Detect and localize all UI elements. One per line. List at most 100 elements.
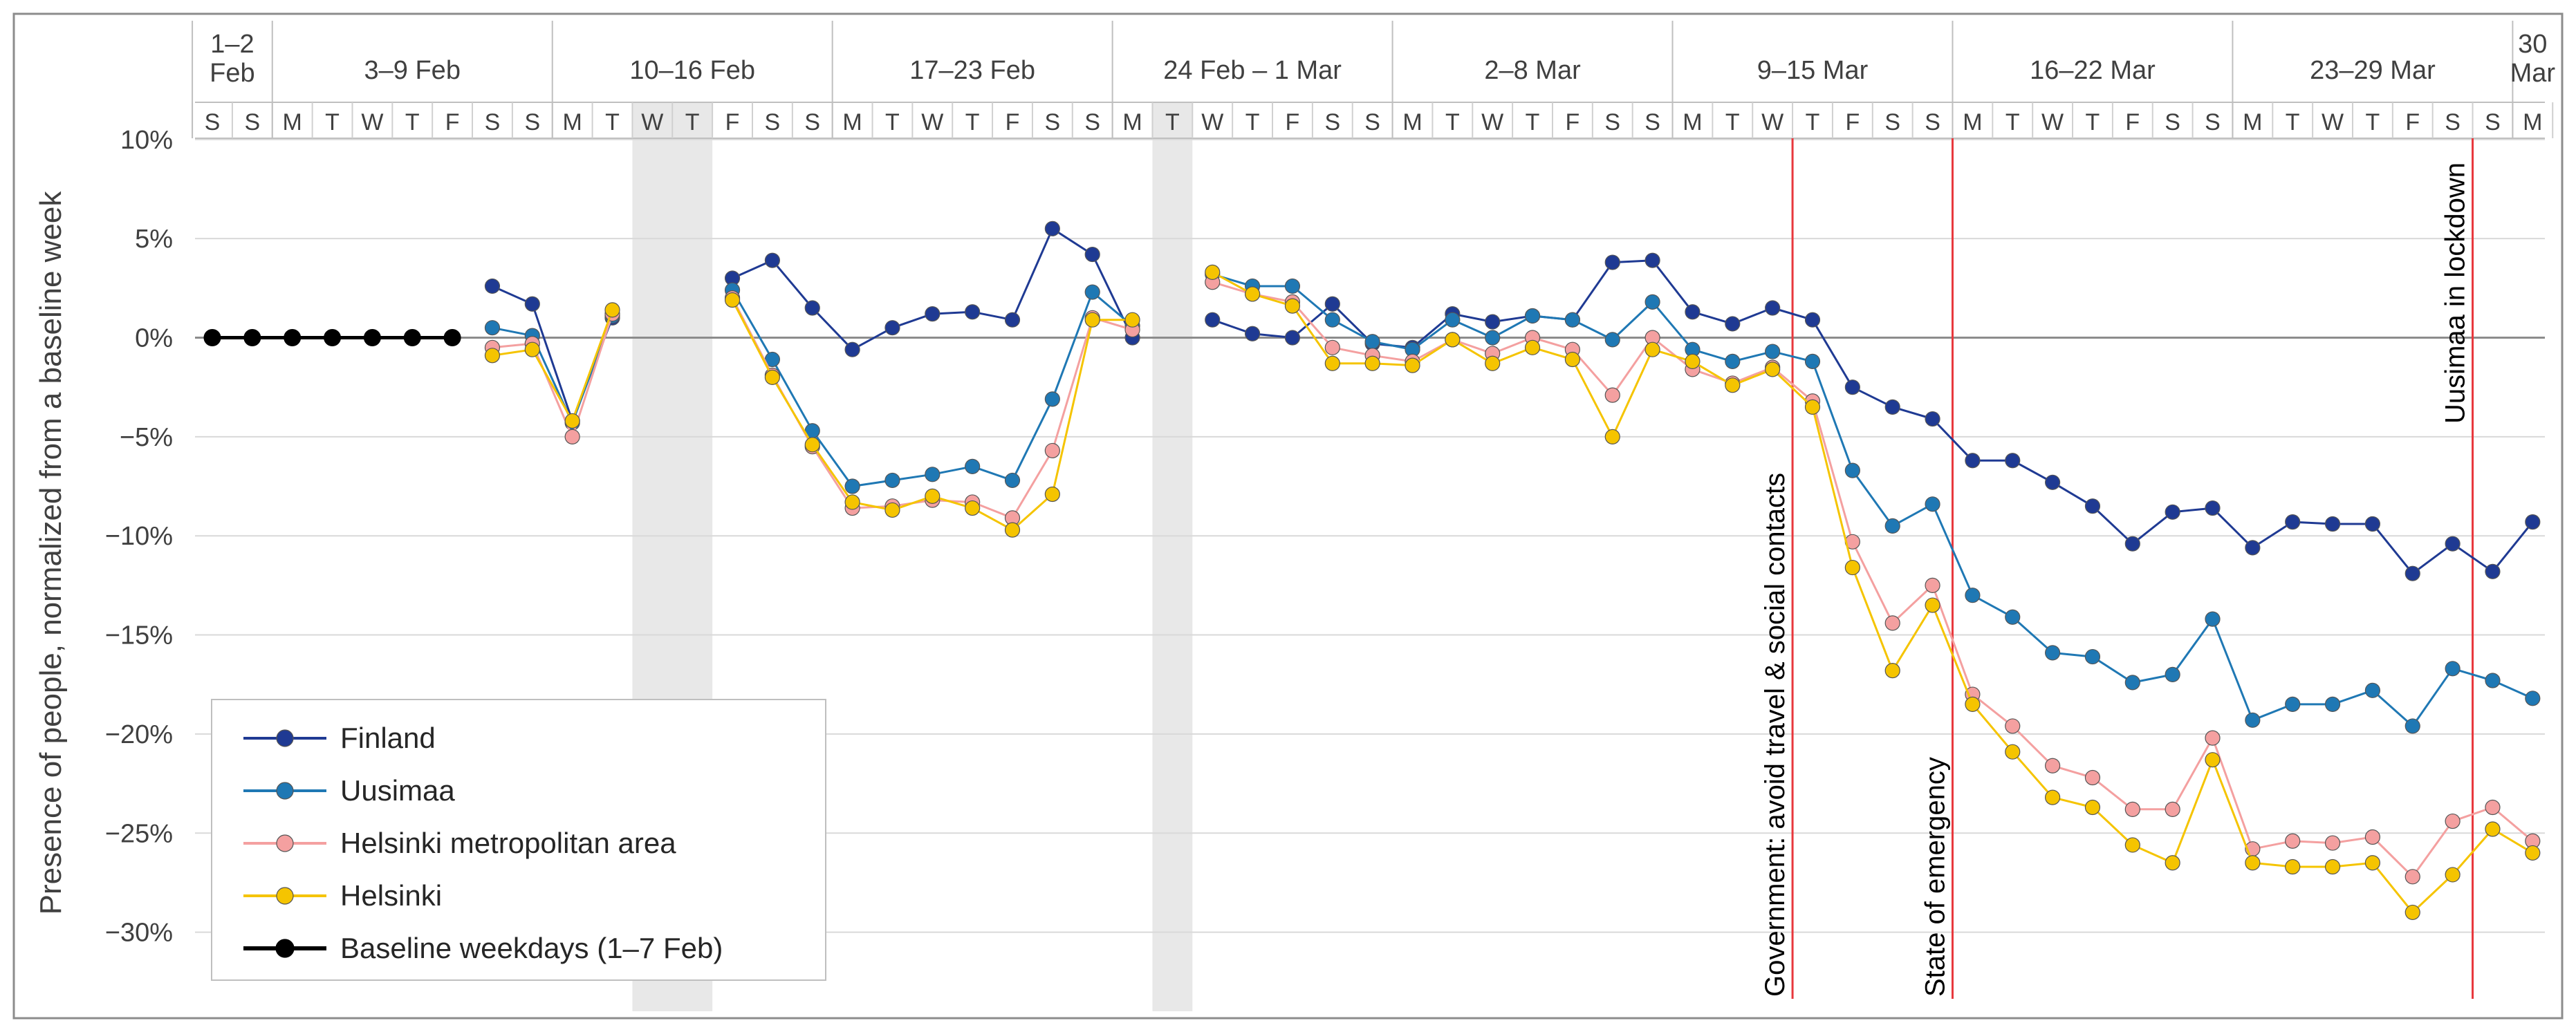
day-letter-label: S	[2165, 109, 2180, 135]
data-point	[1284, 298, 1301, 314]
day-letter-label: S	[1884, 109, 1900, 135]
data-point	[884, 320, 900, 336]
day-letter-label: T	[2366, 109, 2380, 135]
data-point	[1364, 334, 1380, 350]
day-letter-label: T	[1245, 109, 1260, 135]
series-line	[492, 309, 613, 422]
data-point	[1244, 326, 1261, 341]
day-letter-label: F	[2125, 109, 2140, 135]
data-point	[2364, 829, 2380, 845]
week-label: 23–29 Mar	[2310, 56, 2436, 85]
day-letter-label: T	[1445, 109, 1460, 135]
event-label: Uusimaa in lockdown	[2440, 162, 2471, 424]
day-letter-label: F	[1006, 109, 1020, 135]
day-letter-label: S	[524, 109, 540, 135]
day-letter-label: S	[1644, 109, 1660, 135]
data-point	[2525, 845, 2541, 861]
day-letter-label: F	[1566, 109, 1580, 135]
week-label: 30	[2518, 30, 2547, 59]
week-label: 17–23 Feb	[909, 56, 1035, 85]
data-point	[884, 502, 900, 518]
data-point	[1844, 379, 1860, 395]
data-point	[1324, 355, 1340, 371]
data-point	[2045, 789, 2061, 805]
data-point	[1965, 696, 1981, 712]
day-letter-label: M	[283, 109, 302, 135]
series-line	[492, 315, 613, 424]
data-point	[1205, 312, 1221, 328]
legend-swatch-marker	[275, 939, 295, 958]
data-point	[2084, 648, 2101, 665]
day-letter-label: T	[965, 109, 980, 135]
data-point	[1084, 246, 1100, 263]
data-point	[2005, 718, 2021, 734]
data-point	[2445, 661, 2461, 677]
data-point	[564, 413, 580, 429]
day-letter-label: F	[1286, 109, 1300, 135]
y-tick-label: 0%	[135, 324, 173, 353]
data-point	[2485, 821, 2501, 837]
data-point	[1884, 399, 1900, 415]
data-point	[2205, 611, 2221, 627]
data-point	[2404, 565, 2420, 581]
data-point	[2084, 799, 2101, 816]
data-point	[2124, 837, 2140, 853]
data-point	[2205, 500, 2221, 516]
day-letter-label: M	[2523, 109, 2542, 135]
data-point	[403, 329, 421, 346]
data-point	[2205, 752, 2221, 768]
data-point	[2485, 563, 2501, 579]
legend-swatch-marker	[276, 729, 294, 747]
day-letter-label: M	[1402, 109, 1422, 135]
data-point	[2045, 474, 2061, 490]
data-point	[1044, 442, 1060, 459]
data-point	[1044, 221, 1060, 236]
day-letter-label: T	[2005, 109, 2020, 135]
day-letter-label: T	[2086, 109, 2100, 135]
data-point	[484, 320, 501, 336]
day-letter-label: T	[1165, 109, 1180, 135]
data-point	[484, 348, 501, 364]
y-tick-label: −20%	[105, 720, 173, 749]
data-point	[1765, 300, 1781, 316]
series-line	[1212, 271, 2534, 914]
day-letter-label: S	[245, 109, 261, 135]
y-axis-title: Presence of people, normalized from a ba…	[34, 191, 68, 915]
series-group	[484, 264, 2541, 921]
legend-swatch-marker	[276, 887, 294, 905]
data-point	[2245, 712, 2261, 728]
data-point	[1405, 357, 1420, 373]
data-point	[1004, 472, 1021, 489]
day-letter-label: M	[1122, 109, 1142, 135]
day-letter-label: F	[725, 109, 740, 135]
day-letter-label: S	[1084, 109, 1100, 135]
y-tick-label: 5%	[135, 225, 173, 254]
day-letter-label: M	[562, 109, 582, 135]
day-letter-label: T	[405, 109, 420, 135]
legend-entry-label: Helsinki metropolitan area	[340, 827, 676, 859]
data-point	[243, 329, 261, 346]
missing-data-band	[1152, 102, 1193, 1011]
day-letter-label: S	[804, 109, 820, 135]
data-point	[965, 458, 981, 474]
data-point	[1445, 312, 1461, 328]
data-point	[2045, 758, 2061, 773]
day-letter-label: S	[1364, 109, 1380, 135]
series-line	[1212, 273, 2533, 727]
day-letter-label: M	[2243, 109, 2262, 135]
data-point	[1044, 391, 1060, 407]
week-label: Feb	[210, 59, 254, 88]
data-point	[965, 500, 981, 516]
data-point	[1925, 577, 1940, 593]
data-point	[1725, 316, 1741, 332]
data-point	[764, 369, 781, 385]
data-point	[2165, 504, 2180, 520]
data-point	[2005, 453, 2021, 469]
data-point	[1884, 615, 1900, 631]
data-point	[2165, 666, 2180, 682]
data-point	[925, 488, 940, 504]
data-point	[1004, 312, 1021, 328]
data-point	[1725, 353, 1741, 370]
data-point	[965, 304, 981, 320]
day-letter-label: W	[361, 109, 383, 135]
